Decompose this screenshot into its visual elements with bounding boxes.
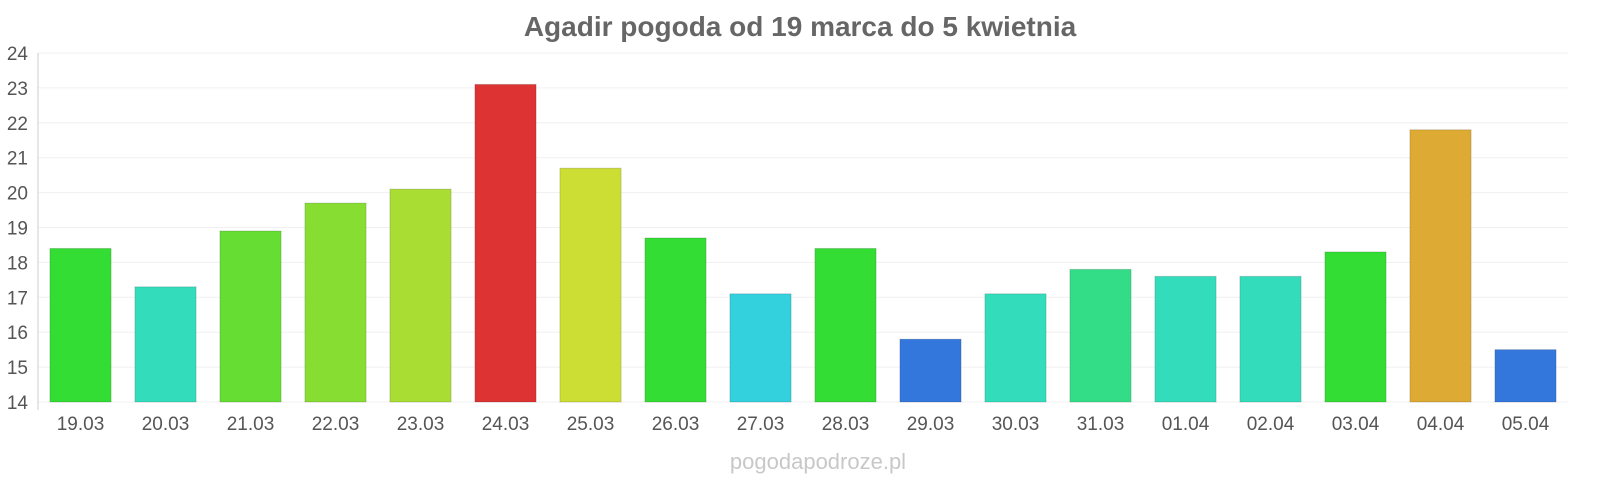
x-tick-label: 01.04 [1162, 414, 1210, 435]
x-axis-ticks: 19.03 20.03 21.03 22.03 23.03 24.03 25.03 26.03… [57, 414, 1550, 435]
x-tick-label: 05.04 [1502, 414, 1550, 435]
bar [899, 338, 962, 403]
bar [304, 202, 367, 403]
y-tick-label: 21 [7, 149, 28, 170]
bar [644, 237, 707, 403]
x-tick-label: 29.03 [907, 414, 955, 435]
x-tick-label: 30.03 [992, 414, 1040, 435]
x-tick-label: 25.03 [567, 414, 615, 435]
x-tick-label: 31.03 [1077, 414, 1125, 435]
y-tick-label: 24 [7, 44, 29, 65]
bar [729, 293, 792, 403]
y-tick-label: 20 [7, 184, 28, 205]
x-tick-label: 22.03 [312, 414, 360, 435]
bar [474, 83, 537, 403]
x-tick-label: 03.04 [1332, 414, 1380, 435]
x-tick-label: 02.04 [1247, 414, 1295, 435]
grid-lines [38, 52, 1568, 403]
x-tick-label: 19.03 [57, 414, 105, 435]
y-tick-label: 22 [7, 114, 28, 135]
y-tick-label: 15 [7, 358, 28, 379]
chart-title: Agadir pogoda od 19 marca do 5 kwietnia [524, 11, 1077, 42]
y-tick-label: 18 [7, 253, 28, 274]
watermark: pogodapodroze.pl [730, 449, 906, 474]
x-tick-label: 27.03 [737, 414, 785, 435]
bar [1409, 129, 1472, 403]
x-tick-label: 21.03 [227, 414, 275, 435]
bar [1154, 275, 1217, 403]
y-tick-label: 23 [7, 79, 28, 100]
y-tick-label: 16 [7, 323, 28, 344]
bar [814, 247, 877, 403]
bar [984, 293, 1047, 403]
bar [49, 247, 112, 403]
y-tick-label: 17 [7, 288, 28, 309]
bar [559, 167, 622, 403]
bar [1069, 268, 1132, 403]
bar [1324, 251, 1387, 403]
x-tick-label: 20.03 [142, 414, 190, 435]
bar [1494, 349, 1557, 403]
x-tick-label: 04.04 [1417, 414, 1465, 435]
x-tick-label: 26.03 [652, 414, 700, 435]
bars [49, 83, 1557, 403]
y-tick-label: 19 [7, 219, 28, 240]
y-axis-ticks: 14 15 16 17 18 19 20 21 22 23 24 [7, 44, 29, 414]
y-tick-label: 14 [7, 393, 29, 414]
x-tick-label: 28.03 [822, 414, 870, 435]
bar [389, 188, 452, 403]
x-tick-label: 24.03 [482, 414, 530, 435]
bar [134, 286, 197, 403]
bar [1239, 275, 1302, 403]
x-tick-label: 23.03 [397, 414, 445, 435]
bar [219, 230, 282, 403]
